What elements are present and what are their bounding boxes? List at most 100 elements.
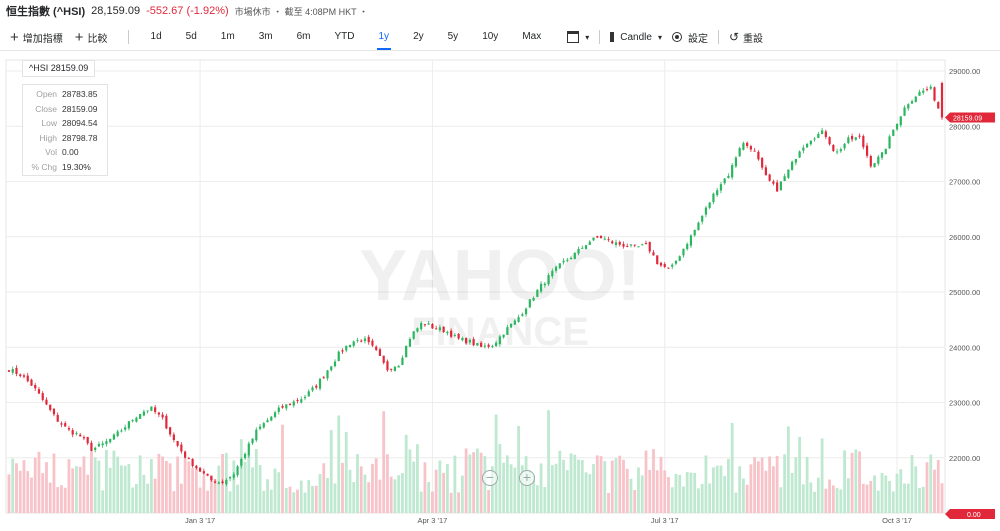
volume-bar <box>15 463 18 513</box>
volume-bar <box>105 449 108 513</box>
tooltip-row-open: Open 28783.85 <box>36 89 98 100</box>
candle-body <box>390 368 393 370</box>
volume-bar <box>786 426 790 513</box>
candle-body <box>139 413 142 419</box>
volume-bar <box>865 484 869 513</box>
candle-body <box>940 82 944 118</box>
candle-body <box>820 130 824 134</box>
volume-bar <box>352 481 356 513</box>
candle-body <box>116 431 119 436</box>
volume-bar <box>389 476 393 513</box>
volume-bar <box>633 489 637 513</box>
candle-body <box>165 415 168 429</box>
volume-bar <box>48 482 52 513</box>
volume-bar <box>457 492 461 513</box>
volume-bar <box>873 475 876 513</box>
candle-body <box>221 481 224 483</box>
volume-bar <box>296 489 299 513</box>
volume-bar <box>625 468 629 513</box>
candle-body <box>704 207 708 215</box>
candle-body <box>258 426 262 429</box>
chart-type-label: Candle <box>620 31 652 43</box>
zoom-out-button[interactable]: − <box>482 470 498 486</box>
volume-bar <box>498 443 502 513</box>
candle-icon <box>610 32 615 42</box>
volume-bar <box>41 473 45 513</box>
candle-body <box>689 235 693 246</box>
reset-button[interactable]: ↺ 重設 <box>729 26 763 48</box>
volume-bar <box>303 492 307 513</box>
candle-body <box>367 336 370 343</box>
candle-body <box>176 441 179 446</box>
volume-bar <box>689 472 693 513</box>
y-tick-label: 23000.00 <box>949 399 980 408</box>
volume-bar <box>243 461 247 513</box>
candle-body <box>498 336 501 345</box>
candle-body <box>802 147 805 151</box>
date-range-button[interactable]: ▾ <box>567 26 589 48</box>
candle-body <box>442 326 445 333</box>
volume-bar <box>858 451 861 513</box>
range-ytd[interactable]: YTD <box>334 31 355 42</box>
compare-button[interactable]: + 比較 <box>75 26 108 48</box>
quote-header: 恒生指數 (^HSI) 28,159.09 -552.67 (-1.92%) 市… <box>0 0 1000 22</box>
toolbar-divider <box>599 30 601 44</box>
range-10y[interactable]: 10y <box>482 31 499 42</box>
volume-bar <box>697 488 700 513</box>
candle-body <box>71 430 74 435</box>
volume-bar <box>723 476 727 513</box>
range-1d[interactable]: 1d <box>150 31 162 42</box>
price-change: -552.67 (-1.92%) <box>146 5 229 17</box>
add-indicator-button[interactable]: + 增加指標 <box>10 26 63 48</box>
candle-body <box>686 244 689 250</box>
volume-bar <box>861 483 865 513</box>
volume-bar <box>659 456 663 513</box>
settings-button[interactable]: 設定 <box>671 26 708 48</box>
range-6m[interactable]: 6m <box>296 31 311 42</box>
candle-body <box>539 283 543 292</box>
range-5y[interactable]: 5y <box>447 31 459 42</box>
candle-body <box>56 414 59 422</box>
volume-bar <box>438 460 442 513</box>
candle-body <box>626 245 629 247</box>
y-tick-label: 29000.00 <box>949 67 980 76</box>
plus-icon: + <box>74 28 84 46</box>
volume-bar <box>816 477 820 513</box>
candle-body <box>330 366 333 371</box>
candle-body <box>779 181 782 191</box>
candle-body <box>629 244 633 246</box>
volume-bar <box>120 465 123 513</box>
candle-body <box>899 116 902 126</box>
volume-bar <box>322 463 326 513</box>
candle-body <box>41 393 44 400</box>
volume-bar <box>592 464 595 513</box>
range-5d[interactable]: 5d <box>185 31 197 42</box>
candle-body <box>506 327 509 335</box>
volume-bar <box>771 466 775 513</box>
candle-body <box>476 343 479 346</box>
range-2y[interactable]: 2y <box>413 31 424 42</box>
volume-bar <box>539 463 543 513</box>
range-1m[interactable]: 1m <box>220 31 235 42</box>
watermark-line2: FINANCE <box>411 310 589 354</box>
volume-bar <box>445 464 449 513</box>
volume-bar <box>509 464 513 513</box>
gear-icon <box>671 32 682 42</box>
candle-body <box>910 101 914 104</box>
volume-bar <box>655 470 659 513</box>
zoom-in-button[interactable]: + <box>519 470 535 486</box>
range-1y[interactable]: 1y <box>376 26 391 50</box>
candle-body <box>67 428 71 430</box>
volume-bar <box>146 483 150 513</box>
volume-bar <box>307 480 311 513</box>
candle-body <box>438 327 442 331</box>
x-tick-label: Apr 3 '17 <box>418 516 448 525</box>
candle-body <box>86 436 89 444</box>
range-3m[interactable]: 3m <box>258 31 273 42</box>
candle-body <box>644 242 648 244</box>
plus-icon: + <box>10 28 19 46</box>
volume-bar <box>258 464 262 513</box>
range-max[interactable]: Max <box>522 31 542 42</box>
chart-type-select[interactable]: Candle ▾ <box>610 26 662 48</box>
